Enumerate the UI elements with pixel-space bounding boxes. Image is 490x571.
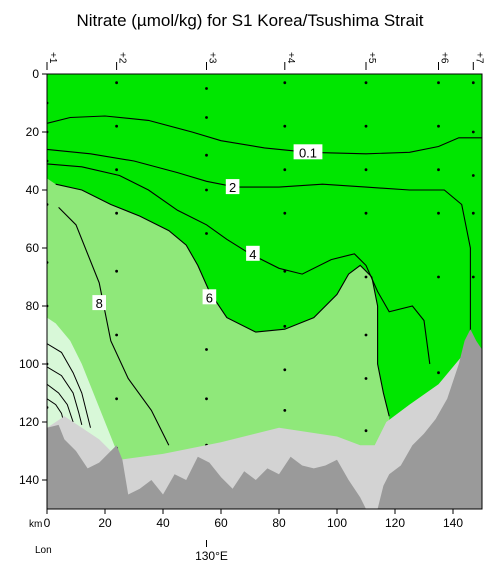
sample-point [205, 87, 208, 90]
x-tick-label: 60 [214, 516, 228, 530]
y-tick-label: 120 [19, 415, 39, 429]
sample-point [364, 275, 368, 279]
sample-point [283, 368, 287, 372]
x-tick-label: 20 [98, 516, 112, 530]
sample-point [115, 269, 118, 273]
y-tick-label: 140 [19, 473, 39, 487]
sample-point [364, 333, 368, 337]
y-tick-label: 20 [26, 125, 40, 139]
contour-line-high-3 [47, 383, 74, 423]
sample-point [364, 124, 368, 128]
sample-point [283, 168, 287, 172]
sample-point [437, 124, 440, 128]
x-tick-label: 100 [327, 516, 347, 530]
station-label: +5 [366, 52, 377, 64]
sample-point [205, 188, 208, 192]
sample-point [115, 211, 118, 215]
y-tick-label: 100 [19, 357, 39, 371]
contour-label: 0.1 [299, 145, 317, 160]
sample-point [437, 81, 440, 85]
sample-point [205, 232, 208, 235]
station-label: +1 [47, 52, 58, 64]
sample-point [205, 348, 208, 351]
sample-point [364, 81, 368, 85]
x-tick-label: 140 [443, 516, 463, 530]
seafloor-topography [47, 329, 482, 509]
sample-point [471, 130, 475, 134]
contour-line-high-1 [47, 343, 91, 428]
sample-point [115, 124, 118, 128]
x-axis: 0 20 40 60 80 100 120 140 [44, 509, 463, 530]
contour-line-4 [47, 163, 431, 365]
contour-label-bg [202, 289, 217, 305]
station-label: +6 [439, 52, 450, 64]
x-tick-label: 120 [385, 516, 405, 530]
contour-label: 8 [96, 296, 103, 311]
station-markers: +1 +2 +3 +4 +5 +6 +7 [46, 52, 484, 70]
sample-point [115, 168, 118, 172]
sample-point [471, 81, 475, 85]
sample-point [205, 116, 208, 119]
contour-line-2 [47, 148, 471, 353]
sample-point [437, 211, 440, 215]
y-tick-label: 0 [32, 67, 39, 81]
sample-point [364, 168, 368, 172]
x-tick-label: 80 [272, 516, 286, 530]
sample-point [205, 397, 208, 401]
contour-label: 2 [229, 180, 236, 195]
x-tick-label: 40 [156, 516, 170, 530]
contour-lines [47, 115, 482, 446]
plot-frame [46, 73, 483, 510]
contour-line-0-1 [47, 115, 482, 155]
chart-title: Nitrate (µmol/kg) for S1 Korea/Tsushima … [76, 11, 423, 30]
y-tick-label: 80 [26, 299, 40, 313]
sample-point [437, 371, 440, 375]
sample-point [115, 81, 118, 85]
sample-point [364, 429, 368, 433]
contour-label: 4 [249, 247, 256, 262]
sample-point [205, 153, 208, 157]
contour-line-high-2 [47, 366, 83, 426]
sample-point [283, 124, 287, 128]
sample-point [283, 211, 287, 215]
sample-point [471, 275, 475, 279]
sample-point [364, 211, 368, 215]
sample-point [115, 333, 118, 337]
seafloor-shelf-light [47, 349, 482, 509]
sample-point [364, 377, 368, 380]
contour-label-bg [225, 179, 240, 195]
contour-labels: 0.1 2 4 6 8 [92, 144, 323, 311]
y-tick-label: 60 [26, 241, 40, 255]
sample-point [437, 168, 440, 172]
contour-line-6 [55, 183, 390, 417]
sample-point [471, 174, 475, 177]
seafloor-rock-dark [47, 329, 482, 509]
fill-mid-nitrate [47, 178, 393, 509]
contour-label-bg [246, 245, 260, 261]
station-label: +2 [117, 52, 128, 64]
lon-tick-label: 130°E [195, 549, 228, 563]
y-tick-label: 40 [26, 183, 40, 197]
sample-point [283, 269, 287, 273]
sample-point [283, 324, 287, 328]
sample-point [437, 275, 440, 279]
sample-point [115, 397, 118, 401]
contour-label-bg [92, 295, 106, 311]
x-tick-label: 0 [44, 516, 51, 530]
contour-line-8 [58, 207, 170, 446]
station-label: +7 [473, 52, 484, 64]
lon-axis-label: Lon [35, 545, 52, 556]
y-axis: 0 20 40 60 80 100 120 140 [19, 67, 47, 487]
contour-label-bg [293, 144, 323, 160]
sample-point [283, 409, 287, 412]
station-label: +4 [285, 52, 296, 64]
sample-point [471, 211, 475, 215]
x-axis-label: km [29, 519, 42, 530]
contour-label: 6 [206, 290, 213, 305]
station-label: +3 [207, 52, 218, 64]
sample-point [283, 81, 287, 85]
